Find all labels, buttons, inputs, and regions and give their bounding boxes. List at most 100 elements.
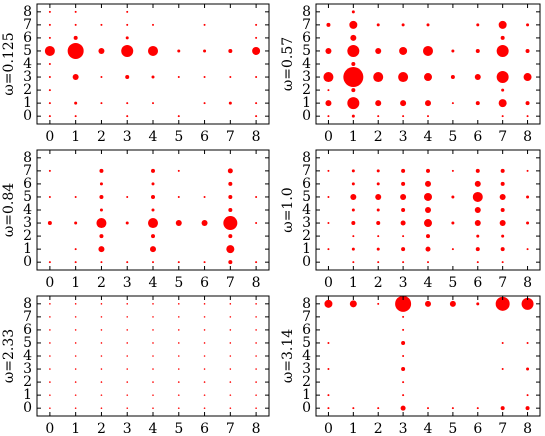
data-point	[177, 169, 180, 172]
data-point	[425, 246, 431, 252]
data-point	[74, 394, 77, 396]
data-point	[424, 192, 432, 201]
data-point	[351, 182, 355, 186]
data-point	[402, 261, 405, 264]
data-point	[476, 234, 480, 238]
data-point	[451, 102, 454, 105]
data-point	[501, 368, 504, 371]
y-tick-label: 0	[23, 400, 32, 416]
data-point	[498, 99, 507, 108]
data-point	[177, 303, 180, 305]
data-point	[73, 35, 78, 40]
y-tick-label: 4	[302, 56, 311, 72]
data-point	[177, 261, 180, 264]
data-point	[255, 102, 258, 105]
data-point	[100, 329, 103, 331]
y-tick-label: 5	[302, 335, 311, 351]
x-tick-label: 8	[523, 275, 532, 291]
data-point	[427, 407, 429, 410]
data-point	[100, 355, 103, 357]
panel-label: ω=0.84	[1, 183, 17, 237]
data-point	[177, 394, 180, 396]
data-point	[376, 23, 380, 27]
data-point	[476, 261, 479, 264]
data-point	[203, 355, 206, 357]
data-point	[74, 329, 77, 331]
x-tick-label: 1	[71, 421, 80, 436]
data-point	[152, 355, 154, 357]
data-point	[401, 340, 406, 345]
data-point	[352, 235, 355, 238]
y-tick-label: 8	[302, 150, 311, 166]
data-point	[152, 23, 154, 26]
data-point	[351, 247, 355, 251]
data-point	[526, 195, 530, 199]
data-point	[351, 88, 356, 93]
data-point	[48, 102, 51, 105]
y-tick-label: 7	[302, 163, 311, 179]
data-point	[126, 381, 129, 383]
data-point	[351, 169, 355, 173]
data-point	[152, 303, 154, 305]
y-tick-label: 2	[23, 228, 32, 244]
y-tick-label: 1	[302, 95, 311, 111]
y-tick-label: 2	[23, 82, 32, 98]
panel-label: ω=0.57	[280, 37, 296, 91]
x-tick-label: 6	[200, 275, 209, 291]
data-point	[376, 169, 380, 173]
data-point	[201, 220, 208, 227]
data-point	[327, 248, 330, 251]
data-point	[476, 302, 480, 306]
data-point	[525, 406, 530, 411]
data-point	[451, 221, 455, 225]
data-point	[48, 115, 51, 118]
data-point	[229, 368, 232, 370]
y-tick-label: 1	[23, 95, 32, 111]
data-point	[229, 407, 232, 409]
data-point	[472, 191, 483, 202]
data-point	[423, 45, 433, 56]
data-point	[100, 407, 103, 409]
data-point	[203, 342, 206, 344]
data-point	[74, 368, 77, 370]
data-point	[125, 221, 129, 225]
data-point	[327, 407, 330, 410]
data-point	[151, 182, 155, 186]
data-point	[48, 89, 51, 92]
data-point	[400, 220, 406, 226]
data-point	[476, 23, 480, 27]
x-tick-label: 5	[174, 421, 183, 436]
data-point	[148, 45, 158, 56]
x-tick-label: 3	[123, 275, 132, 291]
data-point	[327, 89, 330, 92]
x-tick-label: 0	[45, 421, 54, 436]
data-point	[255, 329, 257, 331]
data-point	[229, 329, 232, 331]
data-point	[255, 355, 257, 357]
x-tick-label: 2	[374, 129, 383, 145]
data-point	[402, 355, 405, 357]
data-point	[327, 368, 330, 371]
y-tick-label: 1	[302, 387, 311, 403]
data-point	[223, 216, 238, 231]
data-point	[203, 261, 206, 264]
data-point	[99, 234, 104, 239]
data-point	[376, 247, 380, 251]
data-point	[152, 394, 154, 396]
x-tick-label: 5	[174, 275, 183, 291]
data-point	[475, 48, 480, 53]
data-point	[74, 23, 77, 26]
data-point	[424, 73, 432, 82]
x-tick-label: 7	[498, 421, 507, 436]
data-point	[126, 102, 129, 105]
y-tick-label: 8	[23, 150, 32, 166]
data-point	[255, 222, 258, 225]
data-point	[498, 20, 507, 29]
data-point	[203, 303, 206, 305]
x-tick-label: 4	[424, 129, 433, 145]
data-point	[100, 23, 103, 26]
data-point	[152, 407, 154, 409]
y-tick-label: 6	[302, 176, 311, 192]
data-point	[474, 220, 481, 227]
data-point	[325, 47, 332, 54]
